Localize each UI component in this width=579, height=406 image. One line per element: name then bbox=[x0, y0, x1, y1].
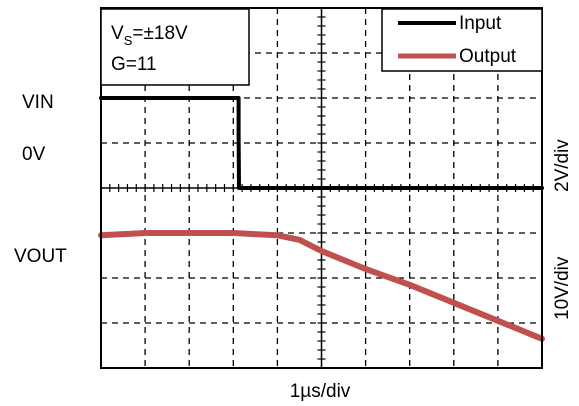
trace-output bbox=[98, 230, 545, 342]
vin-label: VIN bbox=[22, 92, 54, 113]
vout-label: VOUT bbox=[14, 246, 67, 267]
trace-input bbox=[99, 96, 544, 190]
legend-frame bbox=[381, 8, 543, 72]
output-scale-label: 10V/div bbox=[552, 256, 573, 320]
conditions-box-frame bbox=[100, 8, 250, 86]
supply-label: VS=±18V bbox=[111, 23, 188, 48]
legend-input-label: Input bbox=[459, 13, 502, 34]
legend-output-label: Output bbox=[459, 46, 517, 67]
conditions-box: VS=±18V G=11 bbox=[100, 8, 250, 86]
input-scale-label: 2V/div bbox=[552, 139, 573, 192]
traces bbox=[98, 96, 545, 342]
legend: Input Output bbox=[381, 8, 543, 72]
plot-frame bbox=[100, 7, 543, 369]
x-axis-label: 1µs/div bbox=[290, 381, 351, 402]
gain-label: G=11 bbox=[111, 54, 157, 75]
zero-volt-label: 0V bbox=[22, 144, 46, 165]
